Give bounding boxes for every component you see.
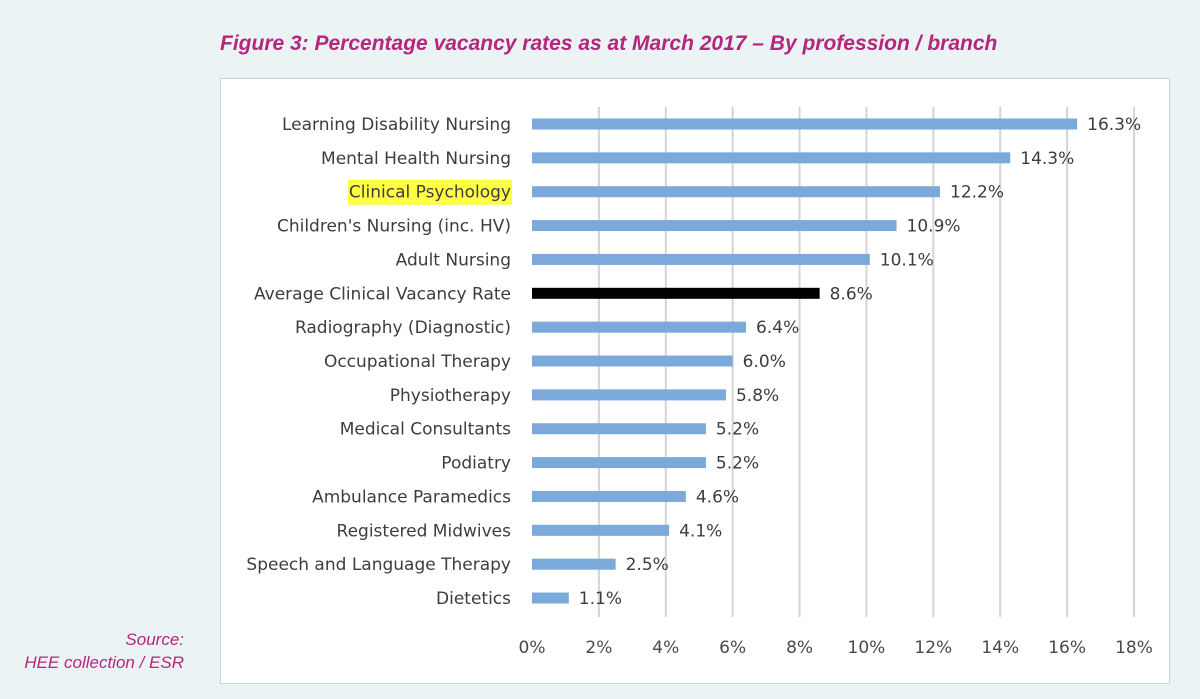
source-line-2: HEE collection / ESR (24, 653, 184, 672)
highlight-marker (347, 179, 512, 205)
value-label: 12.2% (950, 183, 1004, 203)
value-label: 5.2% (716, 454, 759, 474)
x-tick-label: 4% (652, 638, 679, 658)
bar (532, 152, 1011, 164)
bar (532, 186, 941, 198)
value-labels: 16.3% 14.3% 12.2% 10.9% 10.1% 8.6% 6.4% 6.0% 5.8… (579, 115, 1141, 609)
bar (532, 355, 733, 367)
figure-title: Figure 3: Percentage vacancy rates as at… (220, 32, 998, 55)
category-label: Learning Disability Nursing (282, 115, 511, 135)
value-label: 6.0% (743, 352, 786, 372)
value-label: 10.1% (880, 250, 934, 270)
bar (532, 389, 726, 401)
category-labels: Learning Disability Nursing Mental Health… (246, 115, 511, 609)
x-tick-label: 12% (914, 638, 952, 658)
bar (532, 253, 870, 265)
bar (532, 321, 747, 333)
value-label: 8.6% (830, 284, 873, 304)
bars (532, 118, 1078, 604)
category-label: Podiatry (441, 454, 511, 474)
chart-panel: Learning Disability Nursing Mental Health… (220, 78, 1170, 684)
bar (532, 558, 616, 570)
category-label: Physiotherapy (390, 386, 511, 406)
category-label: Ambulance Paramedics (312, 487, 511, 507)
x-tick-label: 18% (1115, 638, 1153, 658)
value-label: 4.6% (696, 487, 739, 507)
x-axis-ticks: 0% 2% 4% 6% 8% 10% 12% 14% 16% 18% (519, 638, 1153, 658)
category-label: Mental Health Nursing (321, 149, 511, 169)
category-label: Clinical Psychology (349, 183, 511, 203)
value-label: 1.1% (579, 589, 622, 609)
bar (532, 457, 706, 469)
x-tick-label: 2% (585, 638, 612, 658)
bar (532, 118, 1078, 130)
highlights (347, 179, 512, 205)
bar (532, 490, 686, 502)
bar (532, 423, 706, 435)
category-label: Adult Nursing (396, 250, 511, 270)
value-label: 5.2% (716, 420, 759, 440)
bar-chart: Learning Disability Nursing Mental Health… (246, 107, 1153, 658)
value-label: 5.8% (736, 386, 779, 406)
category-label: Speech and Language Therapy (246, 555, 511, 575)
category-label: Dietetics (436, 589, 511, 609)
x-tick-label: 14% (981, 638, 1019, 658)
x-tick-label: 0% (519, 638, 546, 658)
category-label: Occupational Therapy (324, 352, 511, 372)
source-note: Source: HEE collection / ESR (24, 628, 184, 674)
bar (532, 220, 897, 232)
average-bar (532, 287, 820, 299)
value-label: 6.4% (756, 318, 799, 338)
bar (532, 524, 670, 536)
x-tick-label: 6% (719, 638, 746, 658)
bar (532, 592, 569, 604)
value-label: 16.3% (1087, 115, 1141, 135)
source-line-1: Source: (125, 630, 184, 649)
category-label: Children's Nursing (inc. HV) (277, 217, 511, 237)
x-tick-label: 10% (848, 638, 886, 658)
category-label: Medical Consultants (340, 420, 511, 440)
value-label: 4.1% (679, 521, 722, 541)
x-tick-label: 8% (786, 638, 813, 658)
category-label: Registered Midwives (337, 521, 512, 541)
category-label: Average Clinical Vacancy Rate (254, 284, 511, 304)
value-label: 14.3% (1020, 149, 1074, 169)
x-tick-label: 16% (1048, 638, 1086, 658)
category-label: Radiography (Diagnostic) (295, 318, 511, 338)
value-label: 2.5% (626, 555, 669, 575)
value-label: 10.9% (907, 217, 961, 237)
